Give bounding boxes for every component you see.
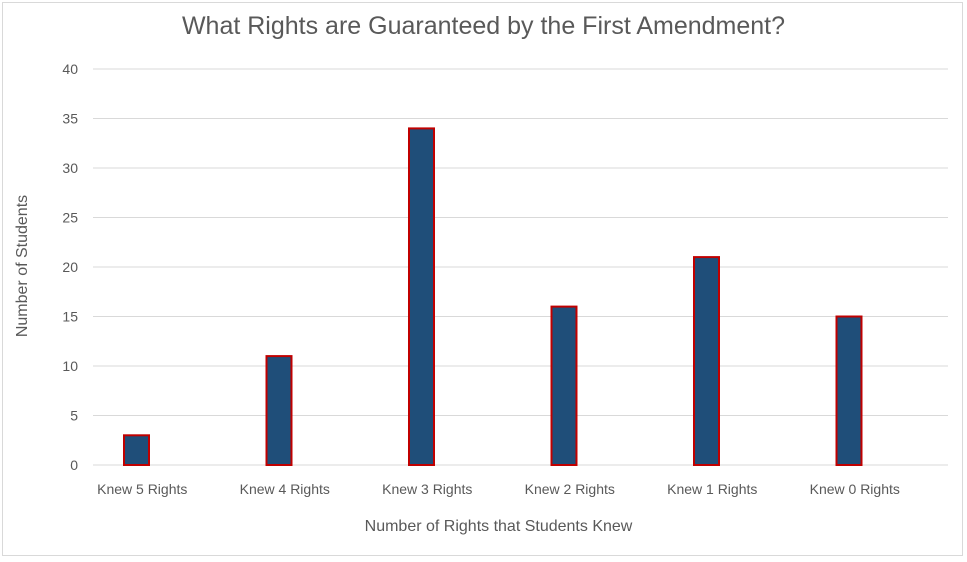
- y-tick-label: 30: [62, 160, 78, 176]
- x-axis-label: Number of Rights that Students Knew: [364, 518, 633, 535]
- y-tick-label: 35: [62, 111, 78, 127]
- bar: [835, 315, 863, 466]
- y-tick-label: 15: [62, 309, 78, 325]
- y-tick-label: 10: [62, 358, 78, 374]
- x-tick-label: Knew 4 Rights: [240, 481, 330, 497]
- y-tick-label: 25: [62, 210, 78, 226]
- bar: [265, 355, 293, 467]
- y-tick-label: 20: [62, 259, 78, 275]
- y-tick-label: 40: [62, 61, 78, 77]
- bar: [408, 127, 435, 466]
- x-tick-label: Knew 0 Rights: [810, 481, 900, 497]
- bar: [693, 256, 720, 466]
- chart-title: What Rights are Guaranteed by the First …: [181, 12, 786, 40]
- x-tick-label: Knew 1 Rights: [667, 481, 757, 497]
- x-tick-label: Knew 5 Rights: [97, 481, 187, 497]
- x-tick-label: Knew 2 Rights: [525, 481, 615, 497]
- bar: [123, 434, 150, 466]
- x-tick-label: Knew 3 Rights: [382, 481, 472, 497]
- y-tick-label: 5: [70, 408, 78, 424]
- chart-frame: [2, 2, 963, 556]
- y-tick-label: 0: [70, 457, 78, 473]
- bar: [550, 305, 578, 466]
